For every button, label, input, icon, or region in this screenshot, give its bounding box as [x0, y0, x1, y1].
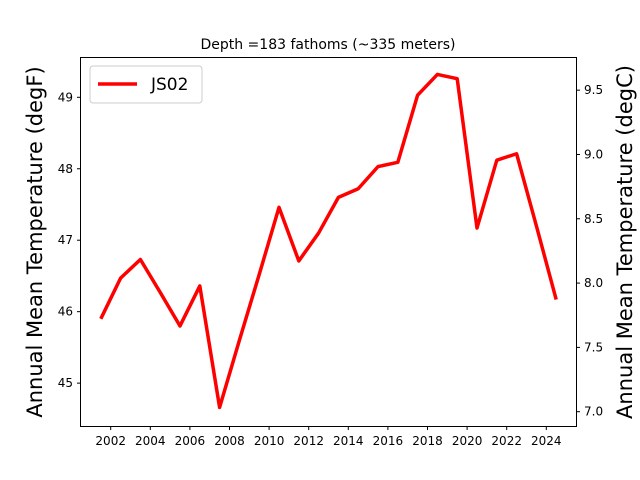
x-tick-label: 2012 — [293, 434, 324, 448]
y-axis-ticks-left: 45 46 47 48 49 — [58, 90, 81, 390]
x-tick-label: 2006 — [175, 434, 206, 448]
y-tick-label-left: 49 — [58, 90, 73, 104]
x-tick-label: 2020 — [452, 434, 483, 448]
y-tick-label-right: 7.0 — [584, 405, 603, 419]
x-tick-label: 2014 — [333, 434, 364, 448]
y-tick-label-right: 9.0 — [584, 147, 603, 161]
legend-label-js02: JS02 — [150, 75, 188, 95]
plot-frame — [80, 57, 577, 427]
y-tick-label-left: 48 — [58, 162, 73, 176]
y-axis-label-right: Annual Mean Temperature (degC) — [613, 65, 637, 419]
x-tick-label: 2002 — [95, 434, 126, 448]
y-tick-label-left: 47 — [58, 233, 73, 247]
x-tick-label: 2018 — [412, 434, 443, 448]
x-tick-label: 2010 — [254, 434, 285, 448]
x-tick-label: 2008 — [214, 434, 245, 448]
legend: JS02 — [89, 65, 203, 104]
y-tick-label-left: 45 — [58, 376, 73, 390]
x-axis-ticks: 2002 2004 2006 2008 2010 2012 2014 2016 2018 2020… — [95, 426, 562, 448]
x-tick-label: 2022 — [491, 434, 522, 448]
x-tick-label: 2016 — [373, 434, 404, 448]
y-tick-label-right: 8.5 — [584, 212, 603, 226]
y-axis-label-left: Annual Mean Temperature (degF) — [23, 66, 47, 417]
y-tick-label-left: 46 — [58, 305, 73, 319]
chart-title: Depth =183 fathoms (~335 meters) — [200, 37, 455, 53]
x-tick-label: 2004 — [135, 434, 166, 448]
y-tick-label-right: 7.5 — [584, 340, 603, 354]
y-tick-label-right: 9.5 — [584, 83, 603, 97]
y-tick-label-right: 8.0 — [584, 276, 603, 290]
x-tick-label: 2024 — [531, 434, 562, 448]
series-line-js02 — [99, 72, 558, 410]
y-axis-ticks-right: 7.0 7.5 8.0 8.5 9.0 9.5 — [576, 83, 603, 419]
legend-box — [89, 65, 203, 104]
